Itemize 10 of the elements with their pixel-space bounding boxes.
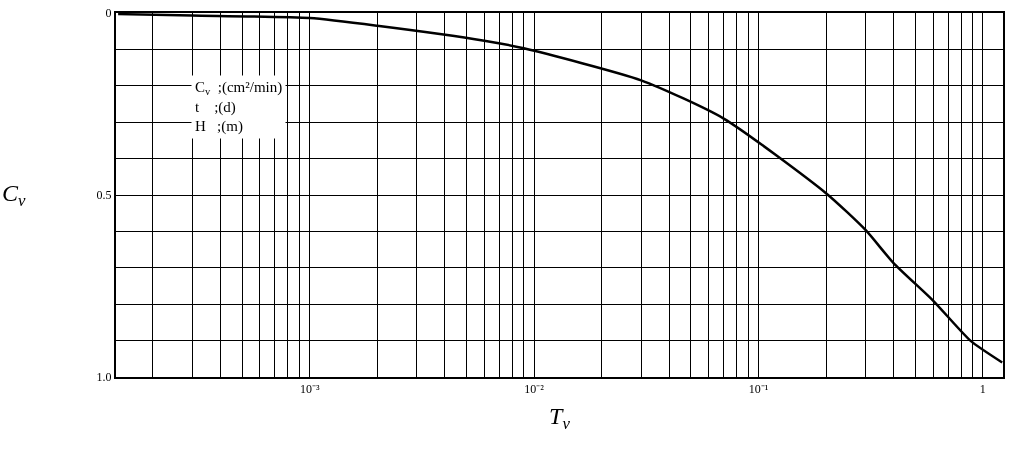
y-tick-label: 0.5 <box>96 188 112 203</box>
text: C$_{v}$ <box>2 180 26 211</box>
y-axis-title: C$_{v}$ <box>195 79 212 98</box>
y-tick-label: 1.0 <box>96 370 112 385</box>
x-tick-label: 10⁻³ <box>299 382 320 397</box>
x-axis-title: T$_{v}$ <box>549 403 571 434</box>
y-tick-label: 0 <box>105 6 112 21</box>
x-tick-label: 10⁻² <box>524 382 545 397</box>
x-tick-label: 10⁻¹ <box>748 382 769 397</box>
x-tick-label: 1 <box>979 382 986 397</box>
